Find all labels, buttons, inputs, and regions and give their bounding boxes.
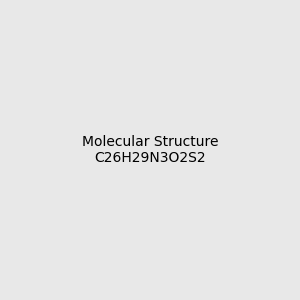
Text: Molecular Structure
C26H29N3O2S2: Molecular Structure C26H29N3O2S2 — [82, 135, 218, 165]
